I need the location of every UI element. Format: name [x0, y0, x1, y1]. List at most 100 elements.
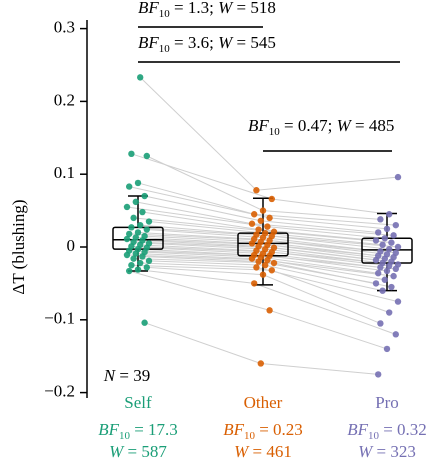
group-bf-other: BF10 = 0.23 — [223, 420, 303, 442]
data-point-self — [143, 152, 150, 160]
data-point-pro — [394, 173, 402, 181]
data-point-pro — [377, 264, 384, 271]
data-point-pro — [381, 276, 388, 283]
group-label-self: Self — [124, 393, 152, 412]
data-point-pro — [383, 345, 391, 353]
data-point-self — [128, 224, 135, 231]
data-point-pro — [381, 235, 388, 242]
data-point-pro — [392, 221, 399, 229]
data-point-other — [259, 271, 267, 278]
data-point-self — [143, 264, 150, 271]
data-point-pro — [383, 267, 391, 275]
data-point-other — [268, 267, 275, 274]
data-point-pro — [386, 309, 393, 316]
data-point-self — [132, 198, 139, 206]
y-tick-label: 0.1 — [54, 163, 75, 182]
group-bf-self: BF10 = 17.3 — [98, 420, 178, 442]
data-point-other — [262, 262, 269, 269]
y-tick-label: −0.1 — [44, 309, 75, 328]
y-tick-label: 0.2 — [54, 90, 75, 109]
data-point-other — [257, 360, 264, 367]
paired-line — [131, 264, 390, 313]
data-point-pro — [372, 256, 380, 264]
data-point-other — [264, 256, 271, 264]
comparison-label-other-pro: BF10 = 0.47; W = 485 — [248, 116, 394, 138]
data-point-pro — [388, 283, 395, 291]
data-point-self — [130, 255, 137, 262]
data-point-self — [123, 235, 131, 243]
paired-line — [131, 153, 390, 215]
data-point-pro — [390, 272, 397, 280]
data-point-self — [123, 203, 131, 211]
data-point-pro — [377, 320, 384, 327]
data-point-self — [130, 214, 137, 222]
data-point-pro — [375, 371, 382, 378]
data-point-pro — [386, 211, 393, 218]
data-point-pro — [375, 270, 382, 277]
data-point-self — [128, 150, 135, 158]
data-point-self — [141, 319, 148, 326]
data-point-other — [253, 264, 260, 271]
data-point-self — [143, 226, 150, 233]
data-point-pro — [392, 265, 399, 273]
data-point-pro — [372, 280, 380, 287]
data-point-pro — [390, 232, 397, 239]
data-point-pro — [375, 229, 382, 236]
paired-line — [144, 322, 379, 375]
data-point-self — [139, 208, 146, 216]
y-tick-label: 0 — [67, 236, 76, 255]
group-w-self: W = 587 — [109, 442, 167, 461]
data-point-self — [132, 250, 139, 257]
data-point-other — [266, 307, 273, 314]
y-tick-label: −0.2 — [44, 382, 75, 401]
data-point-pro — [377, 216, 384, 223]
y-axis-label: ΔT (blushing) — [9, 199, 28, 294]
data-point-pro — [379, 241, 386, 249]
data-point-self — [134, 229, 142, 236]
group-self — [112, 74, 164, 326]
data-point-other — [251, 211, 258, 218]
data-point-pro — [372, 237, 380, 244]
data-point-pro — [388, 239, 395, 246]
data-point-self — [134, 266, 142, 273]
data-point-other — [248, 255, 256, 262]
data-point-self — [139, 253, 146, 260]
data-point-self — [126, 183, 133, 190]
data-point-pro — [386, 245, 393, 253]
data-point-other — [268, 195, 275, 203]
data-point-self — [145, 218, 153, 225]
data-point-other — [257, 217, 264, 224]
data-point-self — [123, 251, 131, 259]
data-point-other — [251, 280, 258, 287]
group-label-pro: Pro — [375, 393, 399, 412]
group-bf-pro: BF10 = 0.32 — [347, 420, 427, 442]
group-pro — [361, 173, 413, 378]
data-point-self — [128, 262, 135, 269]
data-point-pro — [386, 262, 393, 270]
paired-line — [137, 269, 396, 335]
data-point-self — [141, 192, 148, 200]
data-point-other — [264, 223, 271, 230]
data-point-self — [137, 74, 144, 81]
group-w-other: W = 461 — [234, 442, 292, 461]
comparison-label-self-pro: BF10 = 3.6; W = 545 — [138, 33, 276, 55]
data-point-other — [253, 187, 260, 194]
data-point-other — [255, 258, 262, 265]
data-point-other — [255, 226, 262, 233]
data-point-pro — [394, 298, 402, 305]
data-point-other — [248, 240, 256, 247]
group-other — [237, 187, 289, 367]
data-point-self — [134, 179, 142, 187]
data-point-pro — [383, 225, 391, 232]
data-point-self — [137, 259, 144, 267]
comparison-label-self-other: BF10 = 1.3; W = 518 — [138, 0, 276, 20]
group-label-other: Other — [244, 393, 283, 412]
data-point-other — [266, 214, 273, 222]
y-tick-label: 0.3 — [54, 18, 75, 37]
group-w-pro: W = 323 — [358, 442, 416, 461]
data-point-self — [126, 230, 133, 238]
data-point-self — [126, 267, 133, 275]
data-point-other — [248, 220, 256, 227]
data-point-pro — [392, 331, 399, 338]
data-point-pro — [394, 243, 402, 251]
